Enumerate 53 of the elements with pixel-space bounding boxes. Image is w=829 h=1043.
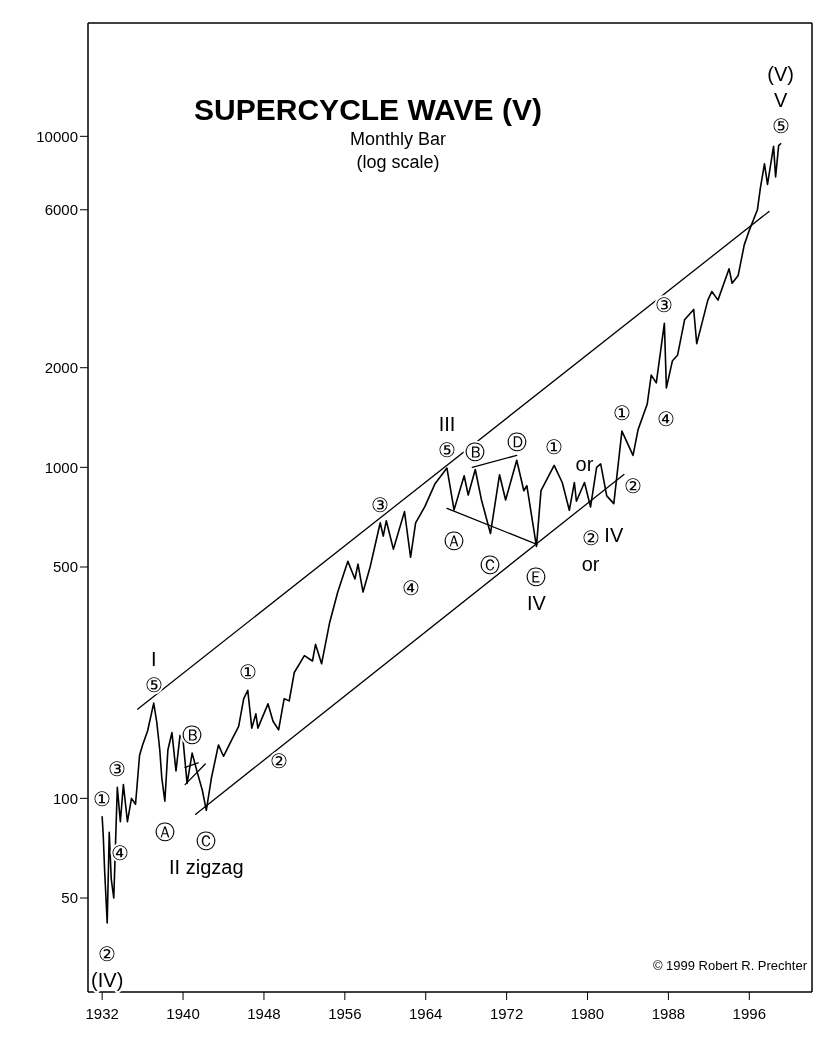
annotation: ② [581,526,600,549]
annotation: Ⓒ [480,553,501,576]
x-tick-label: 1948 [247,1004,281,1022]
x-tick-label: 1964 [409,1004,443,1022]
annotation: I [150,648,157,671]
annotation: Ⓔ [526,566,547,589]
x-tick-label: 1956 [328,1004,362,1022]
annotation: IV [527,592,547,615]
y-tick-label: 500 [52,558,78,576]
x-tick-label: 1932 [85,1004,119,1022]
x-tick-label: 1980 [570,1004,605,1022]
annotation: ⑤ [144,674,163,697]
annotation: Ⓑ [182,724,203,747]
annotation: (IV) [91,969,124,992]
text: SUPERCYCLE WAVE (V) [193,92,543,128]
annotation: ② [269,749,288,772]
annotation: Ⓓ [506,431,527,454]
annotation: ① [93,787,112,810]
annotation: ② [624,475,643,498]
annotation: ④ [657,407,676,430]
annotation: Ⓒ [196,830,217,853]
annotation: © 1999 Robert R. Prechter [652,958,807,973]
annotation: or [581,552,600,575]
annotation: ③ [371,493,390,516]
annotation: ④ [401,577,420,600]
annotation: Ⓐ [444,529,465,552]
annotation: II zigzag [169,856,244,879]
annotation: ③ [655,294,674,317]
x-tick-label: 1972 [489,1004,524,1022]
annotation: ⑤ [771,114,790,137]
annotation: ① [238,661,257,684]
x-tick-label: 1940 [166,1004,200,1022]
annotation: ② [98,943,117,966]
annotation: or [575,453,594,476]
x-tick-label: 1988 [651,1004,686,1022]
x-tick-label: 1996 [732,1004,766,1022]
y-tick-label: 10000 [36,127,78,145]
annotation: Ⓐ [154,821,175,844]
annotation: ① [545,436,564,459]
y-tick-label: 2000 [44,359,78,377]
annotation: (V) [767,62,794,85]
y-tick-label: 1000 [44,458,78,476]
y-tick-label: 100 [52,789,78,807]
annotation: III [438,413,456,436]
annotation: ③ [108,758,127,781]
y-tick-label: 6000 [44,201,78,219]
annotation: Ⓑ [465,440,486,463]
annotation: ① [612,402,631,425]
annotation: IV [604,523,624,546]
y-tick-label: 50 [61,889,78,907]
text: Monthly Bar (log scale) [348,128,447,174]
annotation: ⑤ [437,439,456,462]
annotation: V [773,88,788,111]
